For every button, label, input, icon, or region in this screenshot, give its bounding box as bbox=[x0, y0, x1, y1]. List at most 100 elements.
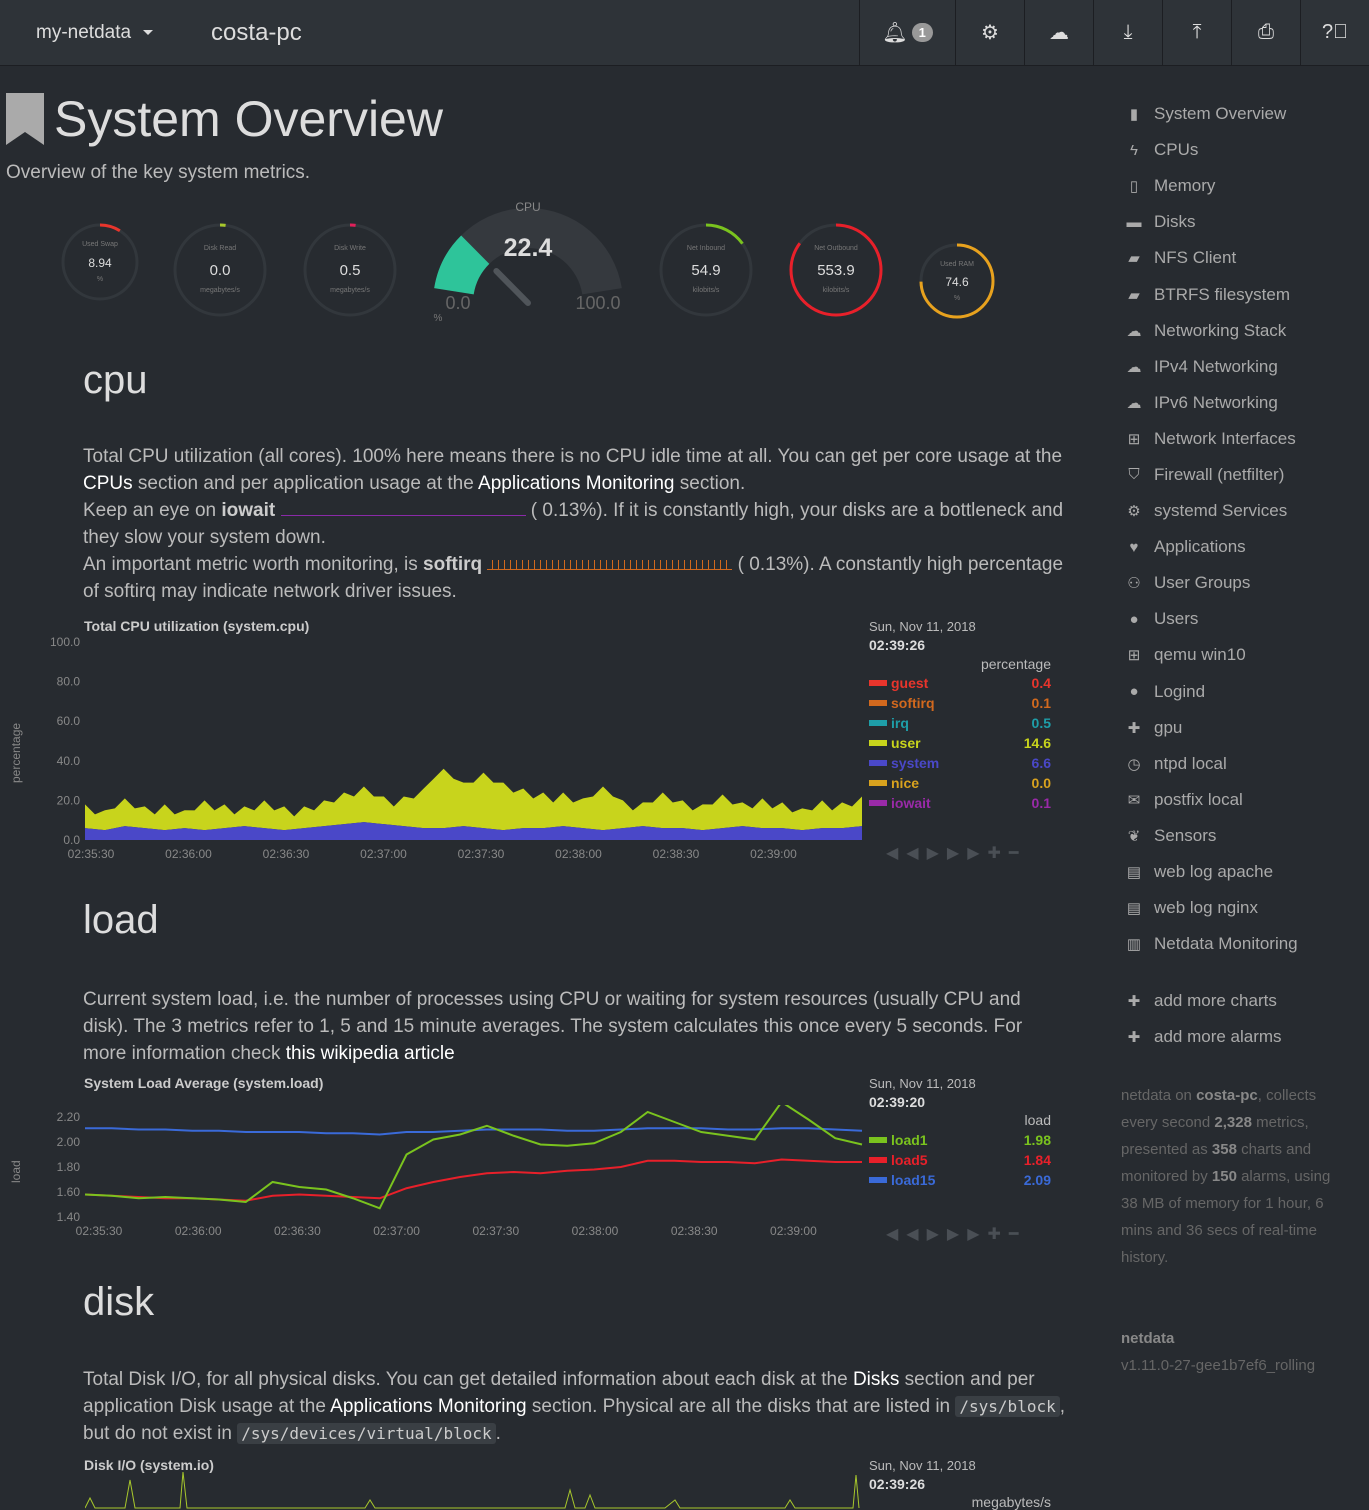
sidebar-item-users[interactable]: ● Users bbox=[1124, 601, 1364, 637]
gauge-fill bbox=[659, 223, 753, 317]
gauge-value: 54.9 bbox=[691, 262, 721, 280]
gauge-disk-write[interactable]: Disk Write 0.5 megabytes/s bbox=[302, 222, 398, 318]
legend-item-iowait[interactable]: iowait 0.1 bbox=[869, 793, 1051, 813]
sidebar-item-applications[interactable]: ♥ Applications bbox=[1124, 529, 1364, 565]
gauge-fill bbox=[434, 235, 490, 295]
sidebar-item-netdata-monitoring[interactable]: ▥ Netdata Monitoring bbox=[1124, 926, 1364, 962]
sidebar-item-ntpd-local[interactable]: ◷ ntpd local bbox=[1124, 746, 1364, 782]
sidebar-nav: ▮ System Overview ϟ CPUs ▯ Memory ▬ Disks ▰ NFS C… bbox=[1124, 96, 1364, 1055]
x-tick: 02:36:00 bbox=[165, 847, 212, 861]
softirq-sparkline bbox=[487, 554, 733, 570]
sidebar-item-user-groups[interactable]: ⚇ User Groups bbox=[1124, 565, 1364, 601]
page-title-text: System Overview bbox=[54, 91, 443, 147]
legend-item-load15[interactable]: load15 2.09 bbox=[869, 1170, 1051, 1190]
legend-item-load1[interactable]: load1 1.98 bbox=[869, 1130, 1051, 1150]
sidebar-item-system-overview[interactable]: ▮ System Overview bbox=[1124, 96, 1364, 132]
legend-item-user[interactable]: user 14.6 bbox=[869, 733, 1051, 753]
cloud-icon: ☁ bbox=[1126, 394, 1142, 412]
legend-value: 0.1 bbox=[1031, 795, 1051, 811]
sidebar-item-cpus[interactable]: ϟ CPUs bbox=[1124, 132, 1364, 168]
series-load5 bbox=[84, 1158, 862, 1202]
link-cpus[interactable]: CPUs bbox=[83, 473, 133, 494]
gauge-used-ram[interactable]: Used RAM 74.6% bbox=[918, 242, 996, 320]
legend-swatch bbox=[869, 740, 887, 746]
legend-name: system bbox=[891, 755, 940, 771]
gauge-fill bbox=[789, 223, 883, 317]
section-heading-load: load bbox=[83, 898, 159, 942]
sidebar-item-logind[interactable]: ● Logind bbox=[1124, 674, 1364, 710]
sidebar-item-ipv6-networking[interactable]: ☁ IPv6 Networking bbox=[1124, 385, 1364, 421]
series-load1 bbox=[84, 1105, 863, 1210]
hdd-icon: ▬ bbox=[1126, 213, 1142, 231]
sidebar-item-nfs-client[interactable]: ▰ NFS Client bbox=[1124, 240, 1364, 276]
legend-value: 0.0 bbox=[1031, 775, 1051, 791]
sidebar-item-web-log-apache[interactable]: ▤ web log apache bbox=[1124, 854, 1364, 890]
legend-value: 1.84 bbox=[1023, 1152, 1051, 1168]
sidebar-action-add-more-charts[interactable]: ✚ add more charts bbox=[1124, 983, 1364, 1019]
download-button[interactable]: ⤓ bbox=[1093, 0, 1162, 65]
legend-name: iowait bbox=[891, 795, 931, 811]
legend-swatch bbox=[869, 680, 887, 686]
sidebar-item-qemu-win10[interactable]: ⊞ qemu win10 bbox=[1124, 637, 1364, 673]
sidebar-item-ipv4-networking[interactable]: ☁ IPv4 Networking bbox=[1124, 349, 1364, 385]
legend-item-guest[interactable]: guest 0.4 bbox=[869, 673, 1051, 693]
gauge-unit: megabytes/s bbox=[330, 287, 370, 295]
link-disks[interactable]: Disks bbox=[852, 1369, 900, 1390]
cpu-gauge[interactable]: CPU 22.4 0.0 100.0 % bbox=[428, 198, 628, 328]
alarms-button[interactable]: 🔔︎ 1 bbox=[859, 0, 955, 65]
gauge-used-swap[interactable]: Used Swap 8.94% bbox=[60, 222, 140, 302]
legend-swatch bbox=[869, 700, 887, 706]
legend-item-load5[interactable]: load5 1.84 bbox=[869, 1150, 1051, 1170]
cloud-download-icon: ☁ bbox=[1049, 22, 1069, 44]
link-wikipedia[interactable]: this wikipedia article bbox=[285, 1043, 455, 1064]
x-tick: 02:38:00 bbox=[555, 847, 602, 861]
disk-chart[interactable] bbox=[85, 1470, 865, 1510]
legend-swatch bbox=[869, 760, 887, 766]
cpu-chart-controls[interactable]: ◀◀▶▶▶✚━ bbox=[886, 845, 1027, 862]
netdata-menu[interactable]: my-netdata bbox=[36, 22, 154, 44]
sidebar-item-postfix-local[interactable]: ✉ postfix local bbox=[1124, 782, 1364, 818]
link-applications-monitoring[interactable]: Applications Monitoring bbox=[330, 1396, 527, 1417]
y-tick: 2.20 bbox=[57, 1110, 81, 1124]
upload-button[interactable]: ⤒ bbox=[1162, 0, 1231, 65]
sidebar-item-memory[interactable]: ▯ Memory bbox=[1124, 168, 1364, 204]
settings-button[interactable]: ⚙ bbox=[955, 0, 1024, 65]
sidebar-item-network-interfaces[interactable]: ⊞ Network Interfaces bbox=[1124, 421, 1364, 457]
legend-item-nice[interactable]: nice 0.0 bbox=[869, 773, 1051, 793]
cpu-gauge-min: 0.0 bbox=[445, 293, 471, 313]
legend-item-softirq[interactable]: softirq 0.1 bbox=[869, 693, 1051, 713]
sidebar-item-sensors[interactable]: ❦ Sensors bbox=[1124, 818, 1364, 854]
sidebar-item-disks[interactable]: ▬ Disks bbox=[1124, 204, 1364, 240]
sidebar-action-add-more-alarms[interactable]: ✚ add more alarms bbox=[1124, 1019, 1364, 1055]
cloud-download-button[interactable]: ☁ bbox=[1024, 0, 1093, 65]
host-name[interactable]: costa-pc bbox=[211, 18, 302, 46]
legend-item-system[interactable]: system 6.6 bbox=[869, 753, 1051, 773]
gauge-net-outbound[interactable]: Net Outbound 553.9 kilobits/s bbox=[788, 222, 884, 318]
puzzle-icon: ✚ bbox=[1127, 719, 1141, 737]
y-tick: 1.40 bbox=[57, 1210, 81, 1224]
users-icon: ⚇ bbox=[1127, 575, 1141, 593]
file-icon: ▤ bbox=[1126, 864, 1142, 882]
gauge-disk-read[interactable]: Disk Read 0.0 megabytes/s bbox=[172, 222, 268, 318]
sidebar-item-systemd-services[interactable]: ⚙ systemd Services bbox=[1124, 493, 1364, 529]
x-tick: 02:37:30 bbox=[458, 847, 505, 861]
cpu-chart[interactable]: 100.0 80.0 60.0 40.0 20.0 0.002:35:30 02:36:00… bbox=[40, 630, 870, 865]
gauge-value: 74.6 bbox=[945, 274, 969, 289]
gauge-net-inbound[interactable]: Net Inbound 54.9 kilobits/s bbox=[658, 222, 754, 318]
load-chart-controls[interactable]: ◀◀▶▶▶✚━ bbox=[886, 1226, 1027, 1243]
help-button[interactable]: ?⃝ bbox=[1300, 0, 1369, 65]
gauge-label: Used Swap bbox=[82, 241, 118, 249]
legend-item-irq[interactable]: irq 0.5 bbox=[869, 713, 1051, 733]
sidebar-item-web-log-nginx[interactable]: ▤ web log nginx bbox=[1124, 890, 1364, 926]
y-tick: 100.0 bbox=[50, 635, 80, 649]
sidebar-item-gpu[interactable]: ✚ gpu bbox=[1124, 710, 1364, 746]
sidebar-item-firewall-netfilter-[interactable]: ⛉ Firewall (netfilter) bbox=[1124, 457, 1364, 493]
link-applications-monitoring[interactable]: Applications Monitoring bbox=[478, 473, 675, 494]
print-button[interactable]: ⎙ bbox=[1231, 0, 1300, 65]
sidebar-item-networking-stack[interactable]: ☁ Networking Stack bbox=[1124, 313, 1364, 349]
shield-icon: ⛉ bbox=[1128, 466, 1140, 484]
sidebar-item-btrfs-filesystem[interactable]: ▰ BTRFS filesystem bbox=[1124, 276, 1364, 312]
bookmark-icon bbox=[6, 93, 44, 145]
gauge-value: 0.5 bbox=[339, 262, 361, 280]
